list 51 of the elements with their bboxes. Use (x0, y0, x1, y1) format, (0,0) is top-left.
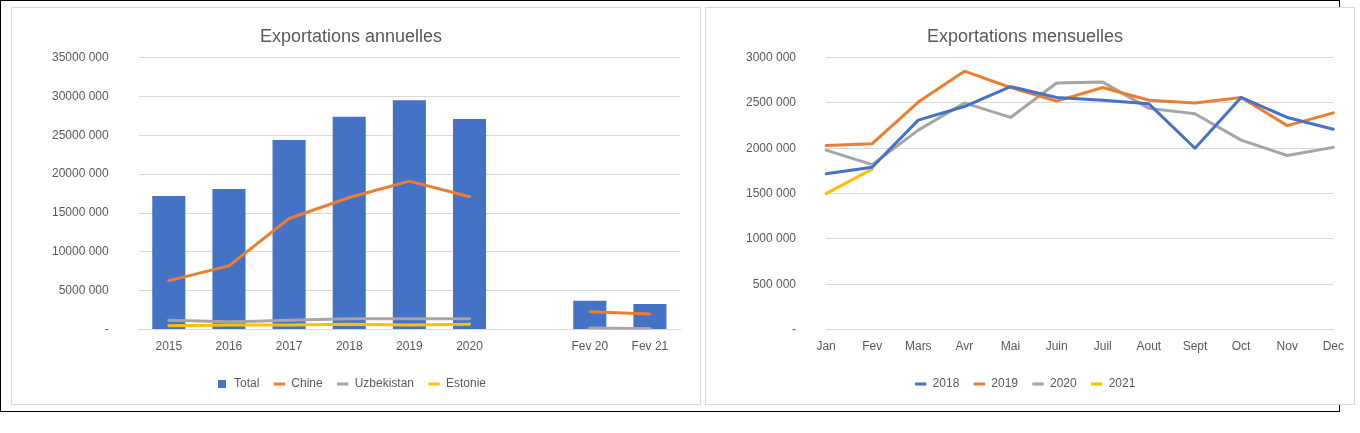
x-tick-label: Avr (955, 339, 974, 354)
y-tick-label: 10000 000 (51, 244, 110, 259)
legend-label: 2019 (991, 376, 1019, 391)
x-tick-label: Juil (1093, 339, 1112, 354)
y-tick-label: 20000 000 (51, 166, 110, 181)
x-tick-label: Dec (1322, 339, 1344, 354)
x-tick-label: 2016 (215, 339, 243, 354)
bar (212, 188, 246, 330)
x-tick-label: 2015 (155, 339, 183, 354)
y-tick-label: - (792, 321, 797, 336)
x-tick-label: Sept (1182, 339, 1208, 354)
y-tick-label: 2500 000 (745, 95, 797, 110)
x-tick-label: Oct (1231, 339, 1252, 354)
x-tick-label: Juin (1045, 339, 1068, 354)
y-tick-label: 30000 000 (51, 88, 110, 103)
x-tick-label: Fev 21 (631, 339, 669, 354)
legend-label: Chine (291, 376, 323, 391)
x-tick-label: Nov (1276, 339, 1298, 354)
y-tick-label: - (104, 321, 109, 336)
y-tick-label: 2000 000 (745, 140, 797, 155)
y-tick-label: 15000 000 (51, 205, 110, 220)
x-tick-label: Mars (904, 339, 932, 354)
chart-title: Exportations annuelles (259, 25, 443, 46)
bar (272, 139, 306, 330)
x-tick-label: Jan (816, 339, 836, 354)
y-tick-label: 500 000 (752, 276, 797, 291)
legend-label: 2018 (932, 376, 960, 391)
x-tick-label: Mai (1000, 339, 1021, 354)
y-tick-label: 25000 000 (51, 127, 110, 142)
legend-label: 2020 (1050, 376, 1078, 391)
x-tick-label: 2017 (275, 339, 303, 354)
x-tick-label: Fev 20 (571, 339, 609, 354)
y-tick-label: 35000 000 (51, 49, 110, 64)
x-tick-label: Aout (1136, 339, 1162, 354)
bar (452, 118, 487, 330)
legend-label: Estonie (446, 376, 487, 391)
legend-label: 2021 (1108, 376, 1136, 391)
y-tick-label: 1000 000 (745, 231, 797, 246)
legend-label: Uzbekistan (354, 376, 415, 391)
y-tick-label: 1500 000 (745, 185, 797, 200)
bar (152, 195, 186, 330)
x-tick-label: Fev (862, 339, 883, 354)
x-tick-label: 2018 (335, 339, 363, 354)
x-tick-label: 2020 (456, 339, 484, 354)
y-tick-label: 5000 000 (58, 283, 110, 298)
chart-title: Exportations mensuelles (926, 25, 1124, 46)
bar (332, 116, 366, 330)
x-tick-label: 2019 (396, 339, 424, 354)
bar (392, 100, 426, 330)
legend-label: Total (233, 376, 260, 391)
y-tick-label: 3000 000 (745, 49, 797, 64)
